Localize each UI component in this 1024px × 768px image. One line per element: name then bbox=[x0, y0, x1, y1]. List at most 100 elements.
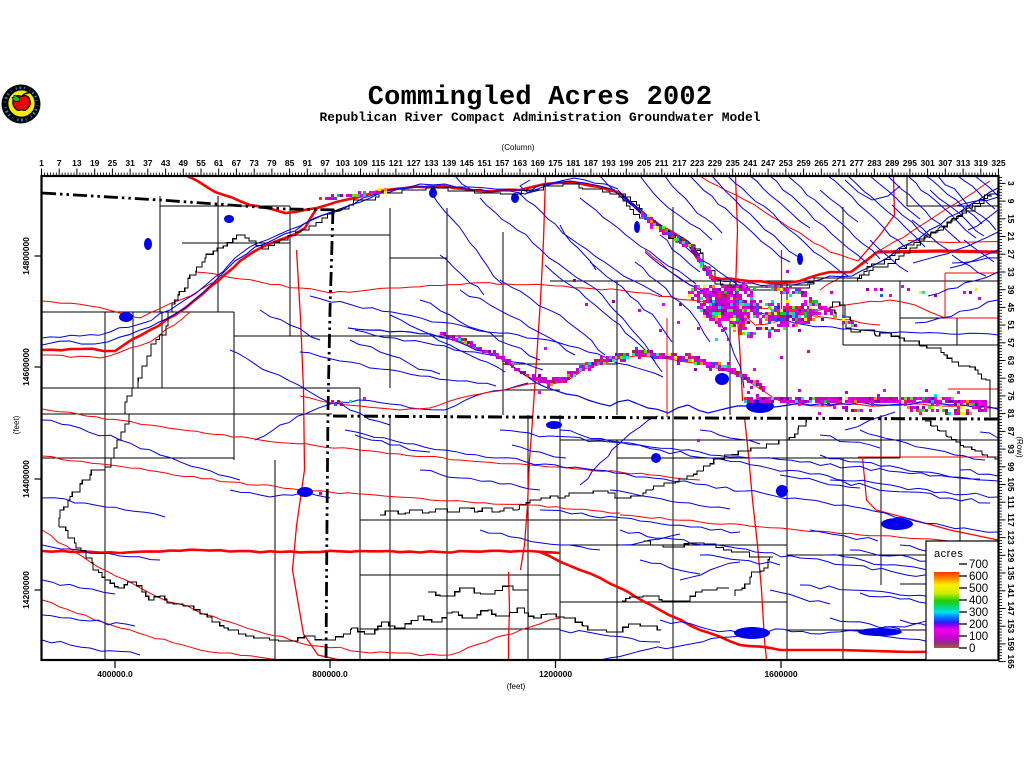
svg-text:Commingled Acres 2002: Commingled Acres 2002 bbox=[368, 83, 712, 113]
svg-text:319: 319 bbox=[974, 158, 988, 168]
svg-text:181: 181 bbox=[566, 158, 580, 168]
svg-text:163: 163 bbox=[513, 158, 527, 168]
svg-text:97: 97 bbox=[320, 158, 330, 168]
svg-text:700: 700 bbox=[969, 559, 988, 571]
svg-text:67: 67 bbox=[232, 158, 242, 168]
svg-text:145: 145 bbox=[460, 158, 474, 168]
svg-text:325: 325 bbox=[991, 158, 1005, 168]
svg-text:259: 259 bbox=[797, 158, 811, 168]
svg-text:(Row): (Row) bbox=[1015, 436, 1024, 458]
svg-text:21: 21 bbox=[1006, 232, 1016, 242]
svg-text:57: 57 bbox=[1006, 338, 1016, 348]
svg-text:301: 301 bbox=[921, 158, 935, 168]
svg-text:25: 25 bbox=[108, 158, 118, 168]
svg-text:87: 87 bbox=[1006, 427, 1016, 437]
svg-text:99: 99 bbox=[1006, 462, 1016, 472]
svg-text:45: 45 bbox=[1006, 303, 1016, 313]
svg-text:313: 313 bbox=[956, 158, 970, 168]
svg-text:69: 69 bbox=[1006, 373, 1016, 383]
svg-text:63: 63 bbox=[1006, 356, 1016, 366]
svg-text:289: 289 bbox=[885, 158, 899, 168]
svg-text:307: 307 bbox=[938, 158, 952, 168]
svg-text:33: 33 bbox=[1006, 267, 1016, 277]
svg-text:79: 79 bbox=[267, 158, 277, 168]
svg-text:295: 295 bbox=[903, 158, 917, 168]
svg-text:187: 187 bbox=[584, 158, 598, 168]
svg-text:93: 93 bbox=[1006, 444, 1016, 454]
svg-text:400000.0: 400000.0 bbox=[97, 669, 133, 679]
svg-text:(feet): (feet) bbox=[507, 682, 526, 691]
svg-text:135: 135 bbox=[1006, 566, 1016, 580]
svg-text:193: 193 bbox=[602, 158, 616, 168]
svg-text:37: 37 bbox=[143, 158, 153, 168]
svg-text:103: 103 bbox=[336, 158, 350, 168]
svg-text:175: 175 bbox=[548, 158, 562, 168]
svg-text:400: 400 bbox=[969, 595, 988, 607]
svg-text:271: 271 bbox=[832, 158, 846, 168]
svg-text:600: 600 bbox=[969, 571, 988, 583]
svg-text:241: 241 bbox=[743, 158, 757, 168]
svg-text:117: 117 bbox=[1006, 513, 1016, 527]
svg-text:235: 235 bbox=[726, 158, 740, 168]
svg-text:31: 31 bbox=[125, 158, 135, 168]
svg-text:205: 205 bbox=[637, 158, 651, 168]
svg-text:19: 19 bbox=[90, 158, 100, 168]
svg-text:200: 200 bbox=[969, 619, 988, 631]
svg-text:13: 13 bbox=[72, 158, 82, 168]
svg-text:139: 139 bbox=[442, 158, 456, 168]
svg-text:15: 15 bbox=[1006, 214, 1016, 224]
svg-text:109: 109 bbox=[353, 158, 367, 168]
svg-text:14600000: 14600000 bbox=[21, 348, 31, 386]
svg-text:105: 105 bbox=[1006, 477, 1016, 491]
svg-text:7: 7 bbox=[57, 158, 62, 168]
svg-text:39: 39 bbox=[1006, 285, 1016, 295]
svg-text:159: 159 bbox=[1006, 637, 1016, 651]
svg-text:43: 43 bbox=[161, 158, 171, 168]
svg-text:165: 165 bbox=[1006, 655, 1016, 669]
svg-text:800000.0: 800000.0 bbox=[312, 669, 348, 679]
svg-text:129: 129 bbox=[1006, 548, 1016, 562]
svg-text:49: 49 bbox=[179, 158, 189, 168]
svg-text:247: 247 bbox=[761, 158, 775, 168]
svg-text:(feet): (feet) bbox=[12, 415, 21, 434]
svg-text:3: 3 bbox=[1006, 181, 1016, 186]
svg-text:300: 300 bbox=[969, 607, 988, 619]
svg-text:27: 27 bbox=[1006, 249, 1016, 259]
svg-text:253: 253 bbox=[779, 158, 793, 168]
svg-text:283: 283 bbox=[867, 158, 881, 168]
svg-text:500: 500 bbox=[969, 583, 988, 595]
svg-text:265: 265 bbox=[814, 158, 828, 168]
svg-text:14200000: 14200000 bbox=[21, 571, 31, 609]
svg-text:61: 61 bbox=[214, 158, 224, 168]
svg-text:9: 9 bbox=[1006, 199, 1016, 204]
svg-text:123: 123 bbox=[1006, 531, 1016, 545]
svg-text:217: 217 bbox=[672, 158, 686, 168]
svg-text:0: 0 bbox=[969, 643, 975, 655]
svg-text:acres: acres bbox=[934, 548, 963, 560]
svg-text:141: 141 bbox=[1006, 584, 1016, 598]
svg-text:169: 169 bbox=[531, 158, 545, 168]
svg-text:81: 81 bbox=[1006, 409, 1016, 419]
svg-text:73: 73 bbox=[249, 158, 259, 168]
svg-text:211: 211 bbox=[655, 158, 669, 168]
svg-text:91: 91 bbox=[303, 158, 313, 168]
svg-text:75: 75 bbox=[1006, 391, 1016, 401]
svg-text:151: 151 bbox=[478, 158, 492, 168]
svg-text:111: 111 bbox=[1006, 496, 1016, 510]
svg-text:223: 223 bbox=[690, 158, 704, 168]
svg-text:55: 55 bbox=[196, 158, 206, 168]
svg-text:51: 51 bbox=[1006, 320, 1016, 330]
svg-text:100: 100 bbox=[969, 631, 988, 643]
svg-text:147: 147 bbox=[1006, 601, 1016, 615]
svg-text:1600000: 1600000 bbox=[764, 669, 797, 679]
svg-text:(Column): (Column) bbox=[502, 143, 535, 152]
svg-text:277: 277 bbox=[850, 158, 864, 168]
svg-text:1200000: 1200000 bbox=[539, 669, 572, 679]
svg-text:1: 1 bbox=[39, 158, 44, 168]
svg-text:229: 229 bbox=[708, 158, 722, 168]
svg-text:133: 133 bbox=[424, 158, 438, 168]
svg-text:14800000: 14800000 bbox=[21, 237, 31, 275]
svg-text:157: 157 bbox=[495, 158, 509, 168]
svg-text:127: 127 bbox=[407, 158, 421, 168]
svg-text:153: 153 bbox=[1006, 619, 1016, 633]
